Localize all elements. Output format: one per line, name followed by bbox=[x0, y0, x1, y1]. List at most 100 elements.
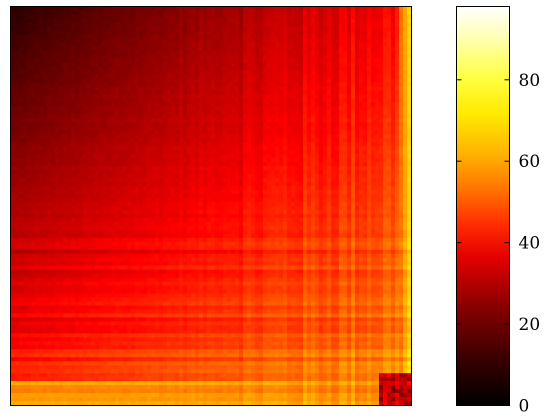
heatmap-cell bbox=[279, 42, 284, 48]
heatmap-cell bbox=[35, 7, 40, 12]
heatmap-cell bbox=[135, 70, 140, 76]
heatmap-cell bbox=[191, 190, 196, 195]
heatmap-cell bbox=[211, 106, 216, 112]
heatmap-cell bbox=[291, 78, 296, 84]
heatmap-cell bbox=[267, 186, 272, 191]
heatmap-cell bbox=[267, 182, 272, 187]
heatmap-cell bbox=[363, 166, 368, 171]
heatmap-cell bbox=[171, 118, 176, 124]
heatmap-cell bbox=[291, 202, 296, 207]
heatmap-cell bbox=[235, 78, 240, 84]
heatmap-cell bbox=[291, 26, 296, 32]
heatmap-cell bbox=[363, 134, 368, 139]
heatmap-cell bbox=[115, 202, 120, 207]
heatmap-cell bbox=[295, 54, 300, 60]
heatmap-cell bbox=[159, 182, 164, 187]
heatmap-cell bbox=[343, 174, 348, 179]
heatmap-cell bbox=[287, 178, 292, 183]
heatmap-cell bbox=[115, 146, 120, 151]
heatmap-cell bbox=[59, 162, 64, 167]
heatmap-cell bbox=[179, 130, 184, 135]
heatmap-cell bbox=[215, 22, 220, 28]
heatmap-cell bbox=[327, 98, 332, 104]
heatmap-cell bbox=[83, 94, 88, 100]
heatmap-cell bbox=[383, 18, 388, 24]
heatmap-cell bbox=[179, 118, 184, 124]
heatmap-cell bbox=[323, 158, 328, 163]
heatmap-cell bbox=[271, 182, 276, 187]
heatmap-cell bbox=[339, 198, 344, 203]
heatmap-cell bbox=[251, 106, 256, 112]
heatmap-cell bbox=[263, 142, 268, 147]
heatmap-cell bbox=[399, 14, 404, 20]
heatmap-cell bbox=[51, 54, 56, 60]
heatmap-cell bbox=[275, 186, 280, 191]
heatmap-cell bbox=[403, 162, 408, 167]
heatmap-cell bbox=[63, 78, 68, 84]
heatmap-cell bbox=[123, 150, 128, 155]
heatmap-cell bbox=[387, 126, 392, 131]
heatmap-cell bbox=[255, 202, 260, 207]
heatmap-cell bbox=[27, 162, 32, 167]
heatmap-cell bbox=[359, 126, 364, 131]
heatmap-cell bbox=[407, 78, 412, 84]
heatmap-cell bbox=[191, 134, 196, 139]
heatmap-cell bbox=[291, 146, 296, 151]
heatmap-cell bbox=[135, 34, 140, 40]
heatmap-cell bbox=[219, 158, 224, 163]
heatmap-cell bbox=[67, 54, 72, 60]
heatmap-cell bbox=[119, 7, 124, 12]
heatmap-cell bbox=[319, 82, 324, 88]
heatmap-cell bbox=[155, 158, 160, 163]
heatmap-cell bbox=[83, 62, 88, 68]
heatmap-cell bbox=[175, 102, 180, 108]
heatmap-cell bbox=[203, 110, 208, 116]
heatmap-cell bbox=[75, 154, 80, 159]
heatmap-cell bbox=[311, 42, 316, 48]
heatmap-cell bbox=[395, 30, 400, 36]
heatmap-cell bbox=[207, 22, 212, 28]
heatmap-cell bbox=[71, 14, 76, 20]
heatmap-cell bbox=[243, 134, 248, 139]
heatmap-cell bbox=[231, 18, 236, 24]
heatmap-cell bbox=[19, 202, 24, 207]
heatmap-cell bbox=[139, 162, 144, 167]
heatmap-cell bbox=[175, 106, 180, 112]
heatmap-cell bbox=[339, 142, 344, 147]
heatmap-cell bbox=[211, 74, 216, 80]
heatmap-cell bbox=[203, 66, 208, 72]
heatmap-cell bbox=[279, 190, 284, 195]
heatmap-cell bbox=[283, 146, 288, 151]
heatmap-cell bbox=[55, 118, 60, 124]
heatmap-cell bbox=[223, 78, 228, 84]
heatmap-cell bbox=[63, 110, 68, 116]
heatmap-cell bbox=[247, 130, 252, 135]
heatmap-cell bbox=[311, 186, 316, 191]
heatmap-cell bbox=[223, 174, 228, 179]
heatmap-cell bbox=[295, 30, 300, 36]
heatmap-cell bbox=[183, 7, 188, 12]
heatmap-cell bbox=[23, 178, 28, 183]
heatmap-cell bbox=[107, 30, 112, 36]
heatmap-cell bbox=[195, 170, 200, 175]
heatmap-cell bbox=[111, 162, 116, 167]
heatmap-cell bbox=[323, 142, 328, 147]
heatmap-cell bbox=[323, 150, 328, 155]
heatmap-cell bbox=[271, 122, 276, 127]
heatmap-cell bbox=[167, 138, 172, 143]
heatmap-cell bbox=[247, 202, 252, 207]
heatmap-cell bbox=[295, 70, 300, 76]
heatmap-cell bbox=[119, 58, 124, 64]
heatmap-cell bbox=[43, 138, 48, 143]
heatmap-cell bbox=[171, 7, 176, 12]
heatmap-cell bbox=[275, 106, 280, 112]
heatmap-cell bbox=[183, 18, 188, 24]
heatmap-cell bbox=[323, 190, 328, 195]
heatmap-cell bbox=[251, 102, 256, 108]
heatmap-cell bbox=[135, 166, 140, 171]
heatmap-cell bbox=[107, 166, 112, 171]
heatmap-cell bbox=[327, 194, 332, 199]
heatmap-cell bbox=[331, 122, 336, 127]
heatmap-cell bbox=[307, 34, 312, 40]
heatmap-cell bbox=[259, 138, 264, 143]
